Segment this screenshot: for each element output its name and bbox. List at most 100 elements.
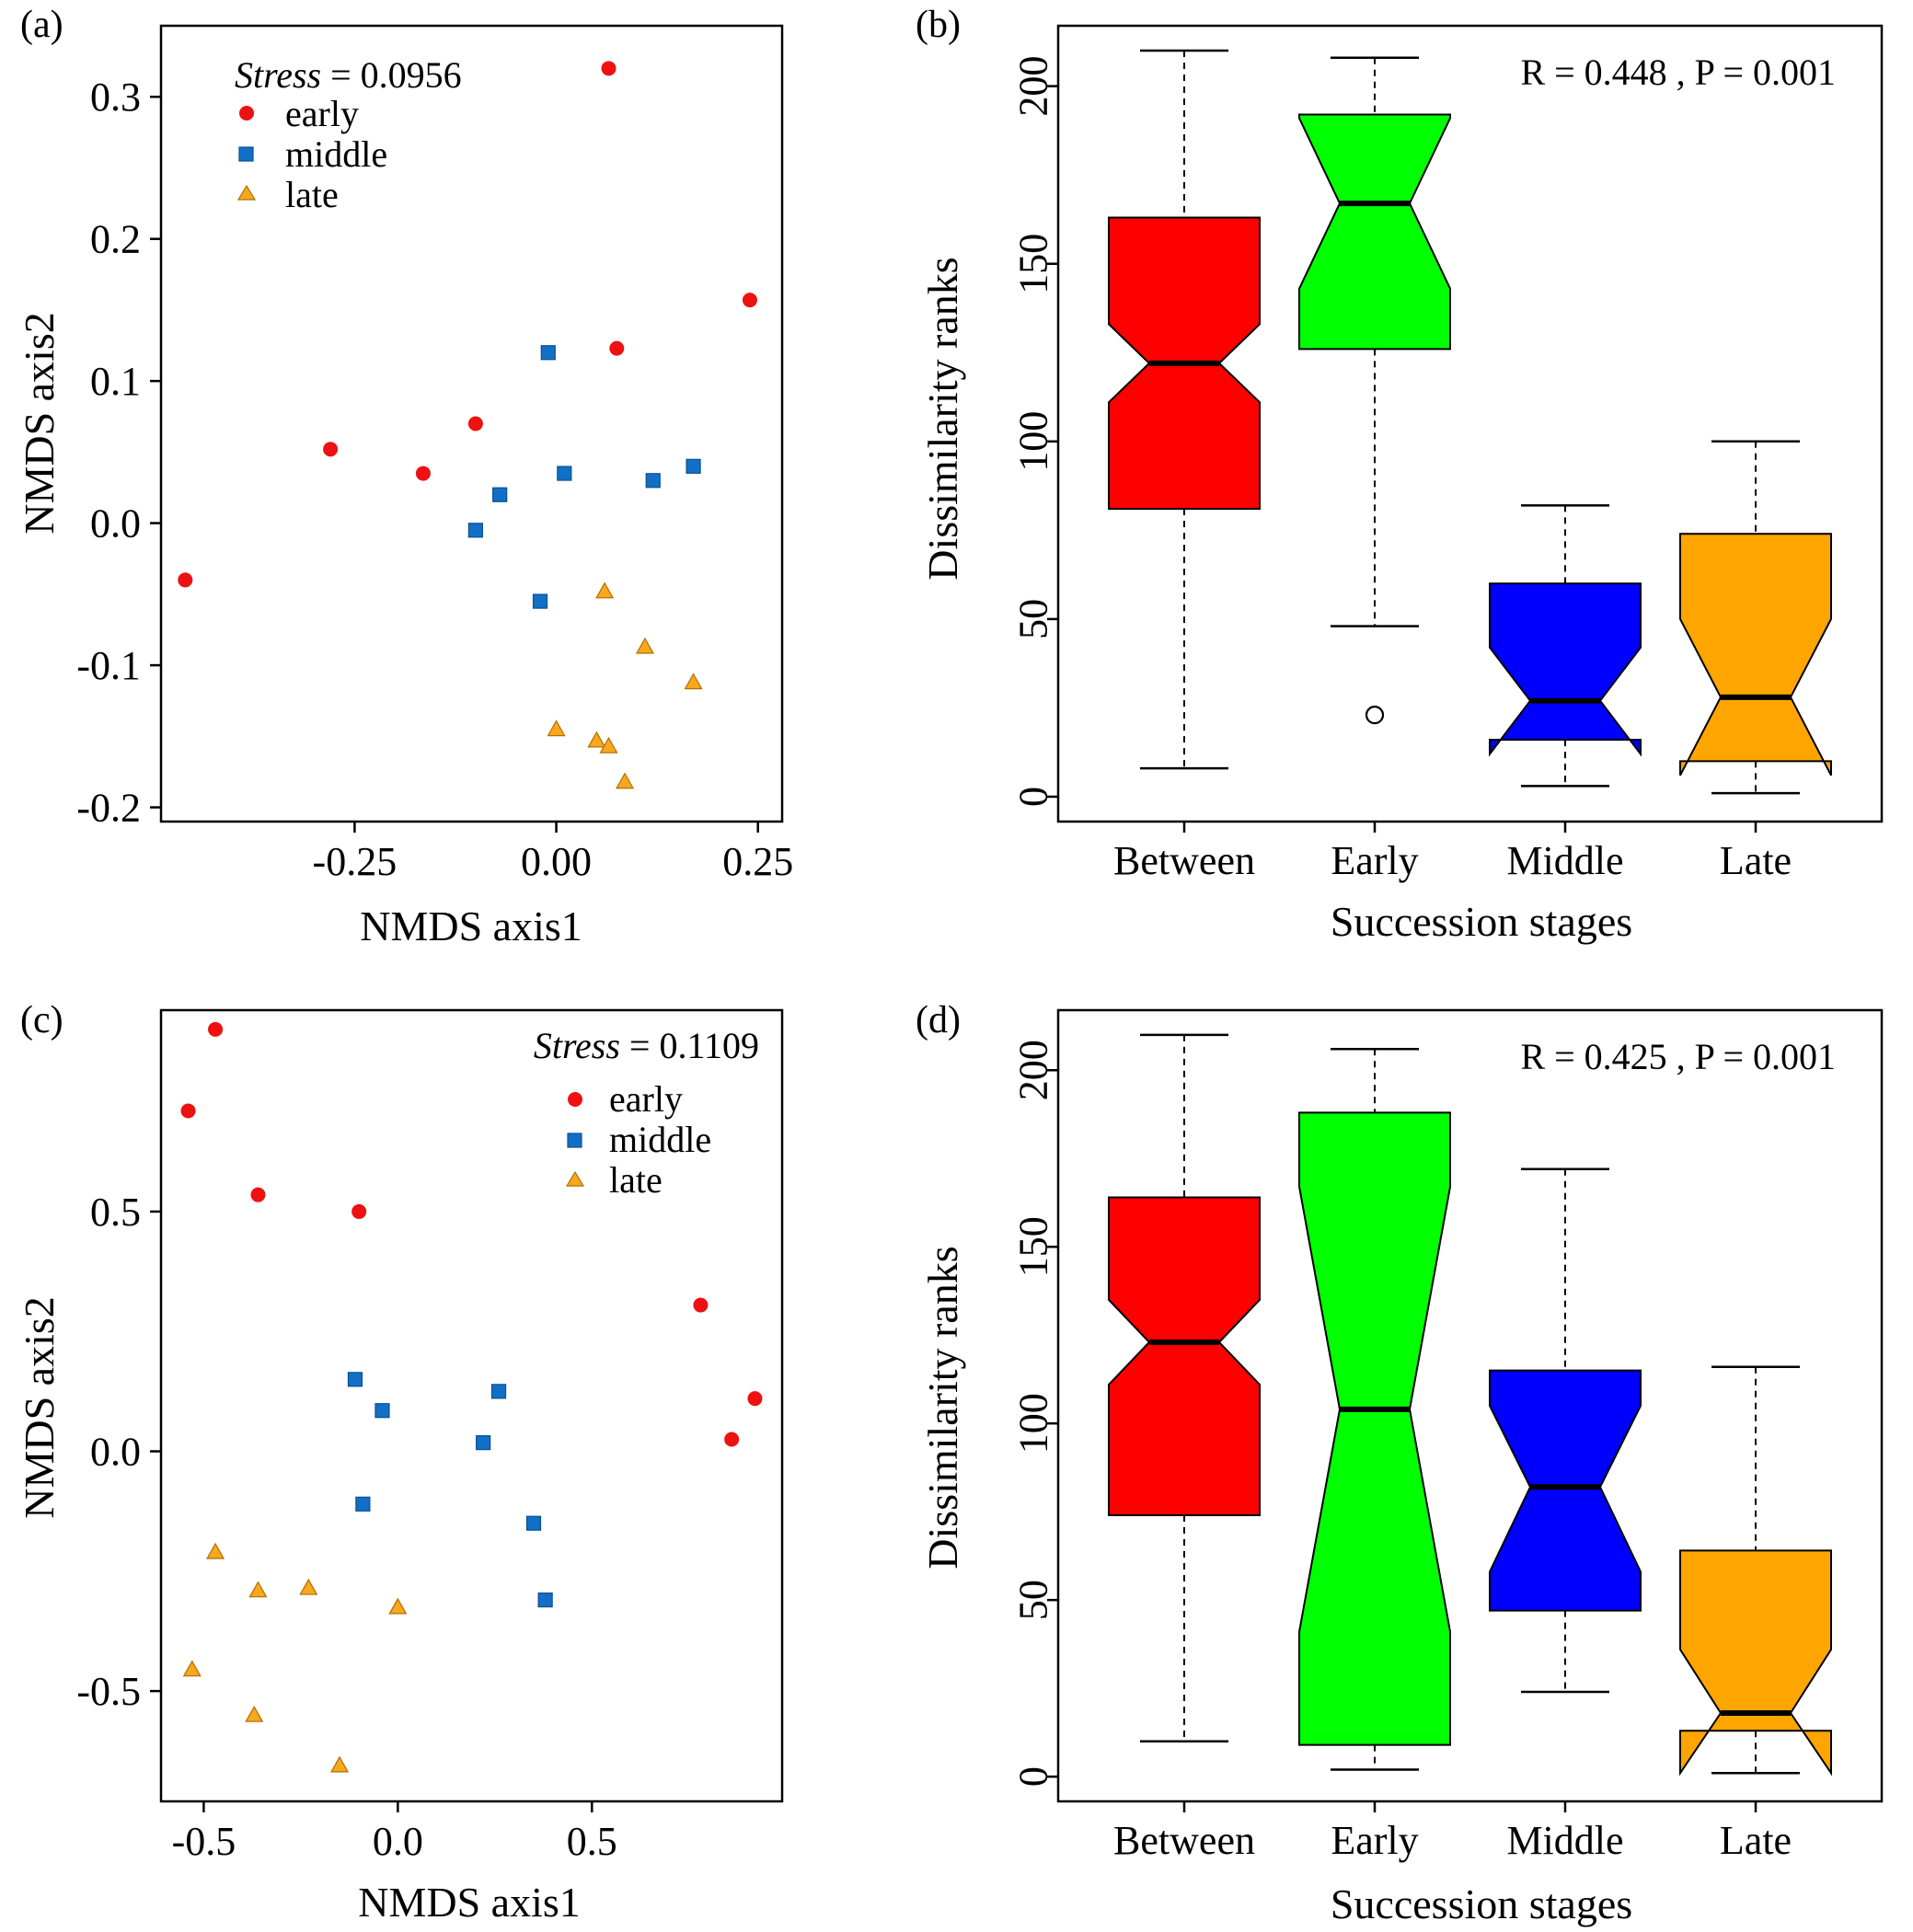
panel-c-label: (c): [20, 999, 63, 1041]
y-tick-label: -0.5: [76, 1669, 141, 1714]
box-body: [1298, 113, 1451, 351]
panel-d-label: (d): [916, 999, 961, 1041]
point-middle: [557, 466, 572, 481]
point-late: [245, 1705, 264, 1722]
point-middle: [467, 523, 483, 538]
point-late: [587, 730, 606, 748]
panel-c-plot-area: [159, 1008, 784, 1803]
x-tick-label: Between: [1113, 1818, 1255, 1863]
point-early: [178, 572, 193, 588]
y-tick-label: 150: [1010, 1216, 1055, 1277]
y-tick-label: 0.1: [90, 359, 141, 404]
y-tick-label: -0.2: [76, 786, 141, 831]
y-tick-label: 0.5: [90, 1190, 141, 1235]
point-early: [724, 1432, 740, 1447]
outlier-point: [1365, 706, 1385, 725]
x-tick-label: 0.5: [567, 1819, 617, 1864]
point-late: [599, 736, 618, 753]
panel-c-stress-label: Stress: [534, 1025, 620, 1066]
point-middle: [490, 1384, 507, 1399]
point-late: [206, 1542, 225, 1559]
panel-c-x-axis: -0.5 0.0 0.5: [172, 1801, 617, 1864]
point-early: [208, 1021, 224, 1037]
legend-late-marker: [565, 1170, 585, 1187]
panel-b-label: (b): [916, 4, 961, 46]
legend-early-marker: [568, 1092, 582, 1107]
panel-a-plot-area: [159, 24, 784, 823]
point-middle: [355, 1496, 371, 1512]
legend-middle-label: middle: [285, 133, 387, 175]
panel-a-stress: Stress = 0.0956: [235, 54, 462, 96]
panel-c-y-title: NMDS axis2: [16, 1296, 63, 1519]
y-tick-label: 50: [1010, 599, 1055, 639]
point-early: [250, 1187, 266, 1202]
x-tick-label: Late: [1720, 1818, 1792, 1863]
point-middle: [532, 593, 548, 609]
legend-late-marker: [236, 184, 257, 201]
panel-d-boxes: [1108, 1033, 1832, 1777]
box-middle: [1489, 1167, 1642, 1694]
y-tick-label: 150: [1010, 234, 1055, 294]
panel-a-stress-label: Stress: [235, 54, 321, 96]
box-body: [1489, 582, 1642, 757]
panel-a-x-title: NMDS axis1: [360, 903, 582, 949]
box-early: [1298, 56, 1451, 725]
panel-a-x-axis: -0.25 0.00 0.25: [313, 822, 793, 884]
panel-b-y-axis: 0 50 100 150 200: [1010, 56, 1058, 807]
panel-d-y-axis: 0 50 100 150 200: [1010, 1040, 1058, 1787]
panel-d-x-axis: Between Early Middle Late: [1113, 1801, 1792, 1863]
panel-c-stress-value: = 0.1109: [620, 1025, 759, 1066]
panel-c-x-title: NMDS axis1: [358, 1879, 581, 1926]
panel-d-plot-area: [1056, 1008, 1884, 1803]
panel-a-y-title: NMDS axis2: [16, 312, 63, 535]
point-middle: [492, 487, 508, 502]
point-early: [693, 1297, 709, 1313]
box-body: [1489, 1369, 1642, 1612]
y-tick-label: -0.1: [76, 643, 141, 688]
box-body: [1298, 1111, 1451, 1746]
x-tick-label: Early: [1331, 838, 1418, 883]
legend-early-label: early: [285, 93, 359, 134]
panel-b-plot-area: [1056, 24, 1884, 823]
point-late: [248, 1581, 268, 1598]
y-tick-label: 50: [1010, 1580, 1055, 1620]
panel-a-y-axis: -0.2 -0.1 0.0 0.1 0.2 0.3: [76, 75, 161, 831]
panel-a-legend: early middle late: [236, 93, 387, 215]
point-early: [742, 293, 757, 308]
y-tick-label: 0: [1010, 787, 1055, 807]
box-late: [1679, 1365, 1832, 1777]
point-late: [684, 673, 703, 690]
panel-c-y-axis: -0.5 0.0 0.5: [76, 1190, 161, 1714]
point-early: [601, 61, 617, 76]
point-late: [330, 1755, 350, 1773]
point-middle: [686, 458, 701, 474]
panel-a-label: (a): [20, 4, 63, 46]
y-tick-label: 0: [1010, 1766, 1055, 1787]
box-between: [1108, 1033, 1261, 1742]
panel-d-stat: R = 0.425 , P = 0.001: [1520, 1036, 1836, 1077]
point-early: [415, 466, 431, 481]
point-late: [182, 1660, 202, 1677]
panel-d-y-title: Dissimilarity ranks: [919, 1246, 966, 1569]
x-tick-label: Early: [1331, 1818, 1418, 1863]
x-tick-label: -0.5: [172, 1819, 236, 1864]
x-tick-label: -0.25: [313, 839, 398, 884]
legend-middle-marker: [567, 1133, 582, 1148]
x-tick-label: 0.25: [722, 839, 793, 884]
legend-late-label: late: [285, 174, 339, 215]
panel-a-points: [178, 61, 757, 789]
point-early: [180, 1103, 196, 1119]
legend-late-label: late: [609, 1159, 663, 1201]
legend-middle-label: middle: [609, 1119, 711, 1160]
panel-b-y-title: Dissimilarity ranks: [919, 257, 966, 580]
point-late: [388, 1597, 408, 1615]
y-tick-label: 200: [1010, 1040, 1055, 1100]
box-late: [1679, 440, 1832, 795]
y-tick-label: 0.0: [90, 501, 141, 546]
panel-c-legend: early middle late: [565, 1078, 711, 1201]
panel-b-boxes: [1108, 49, 1832, 795]
box-between: [1108, 49, 1261, 770]
